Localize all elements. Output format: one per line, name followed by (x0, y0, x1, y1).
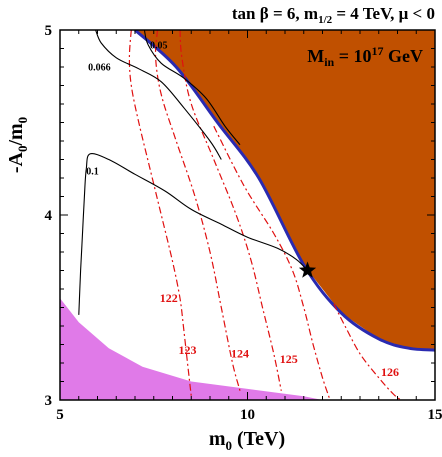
star-marker (298, 261, 317, 278)
relic-label-0.1: 0.1 (86, 166, 99, 177)
x-tick-label-15: 15 (428, 407, 442, 423)
higgs-contour-126 (333, 303, 402, 400)
higgs-label-124: 124 (231, 346, 249, 360)
y-axis-label: -A0/m0 (5, 117, 30, 173)
lower-region (60, 298, 323, 400)
higgs-label-126: 126 (381, 365, 399, 379)
annotation-min: Min = 1017 GeV (307, 44, 423, 69)
x-tick-label-5: 5 (56, 407, 64, 423)
excluded-boundary (133, 30, 435, 352)
higgs-contour-124 (179, 30, 282, 391)
y-tick-label-5: 5 (45, 23, 53, 39)
x-tick-label-10: 10 (240, 407, 255, 423)
higgs-contour-122 (128, 30, 192, 397)
excluded-region (135, 30, 435, 351)
higgs-label-123: 123 (179, 343, 197, 357)
relic-label-0.066: 0.066 (88, 63, 111, 74)
chart-title: tan β = 6, m1/2 = 4 TeV, μ < 0 (232, 4, 435, 26)
axis-ticks: 5 10 15 3 4 5 (45, 23, 442, 423)
plot-area: 122 123 124 125 126 0.05 0.066 0.1 (60, 30, 435, 400)
y-tick-label-4: 4 (45, 208, 53, 224)
y-tick-label-3: 3 (45, 393, 53, 409)
higgs-contour-125 (213, 125, 331, 400)
relic-contour-0.066 (95, 30, 222, 160)
higgs-label-122: 122 (160, 291, 178, 305)
relic-contour-0.1 (78, 153, 308, 315)
relic-contour-0.05 (143, 30, 241, 146)
x-axis-label: m0 (TeV) (209, 428, 285, 453)
higgs-label-125: 125 (280, 352, 298, 366)
relic-label-0.05: 0.05 (150, 41, 168, 52)
